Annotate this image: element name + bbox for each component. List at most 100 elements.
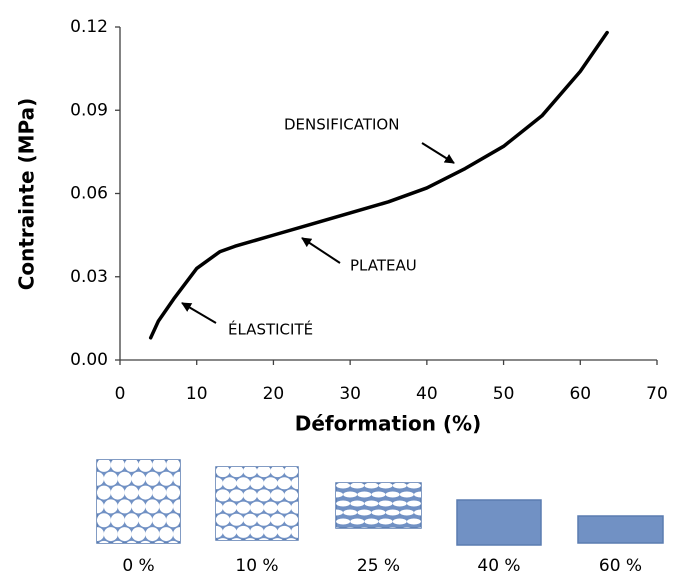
hole (126, 540, 137, 543)
hole (417, 527, 421, 528)
hole (406, 483, 421, 489)
hole (138, 485, 153, 500)
hole (399, 491, 414, 498)
hole (402, 527, 411, 528)
y-axis-label: Contrainte (MPa) (15, 98, 39, 291)
hole (236, 501, 251, 514)
hole (336, 509, 343, 516)
x-tick-label: 0 (115, 384, 126, 404)
hole (322, 519, 336, 525)
hole (406, 500, 421, 507)
hole (263, 501, 278, 514)
hole (236, 525, 251, 538)
hole (97, 499, 104, 514)
annotation: ÉLASTICITÉ (228, 320, 313, 339)
hole (231, 538, 242, 540)
hole (236, 477, 251, 490)
hole (138, 460, 153, 472)
hole (243, 513, 258, 526)
hole (258, 538, 269, 540)
hole (250, 477, 264, 490)
x-tick-label: 50 (493, 384, 515, 404)
hole (110, 485, 125, 500)
hole (229, 489, 244, 502)
hole (166, 513, 180, 528)
hole (216, 525, 223, 538)
hole (140, 540, 151, 543)
hole (103, 499, 118, 514)
hole (97, 460, 111, 472)
hole (256, 467, 271, 478)
hole (243, 489, 258, 502)
hole (168, 540, 179, 543)
hole (229, 513, 244, 526)
hole (187, 472, 201, 486)
hole (97, 513, 111, 528)
annotation: DENSIFICATION (284, 116, 399, 134)
hole (179, 519, 180, 522)
hole (216, 501, 223, 514)
arrow (421, 142, 455, 164)
hole (388, 527, 397, 528)
hole (117, 499, 132, 514)
hole (343, 491, 358, 498)
hole (421, 483, 435, 489)
hole (277, 501, 292, 514)
hole (392, 518, 407, 525)
x-tick-label: 20 (263, 384, 285, 404)
hole (414, 491, 421, 498)
hole (117, 471, 132, 486)
hole (297, 494, 298, 497)
hole (216, 477, 223, 490)
y-tick-label: 0.00 (70, 350, 108, 370)
hole (97, 519, 98, 522)
hole (138, 513, 153, 528)
hole (392, 500, 407, 507)
hole (270, 489, 285, 502)
hole (364, 483, 379, 489)
hole (322, 483, 336, 489)
sample-label: 25 % (357, 556, 400, 576)
line (148, 30, 609, 340)
hole (336, 483, 351, 489)
hole (103, 471, 118, 486)
hole (159, 527, 174, 542)
hole (97, 471, 104, 486)
hole (103, 527, 118, 542)
hole (305, 477, 319, 489)
hole (166, 460, 180, 472)
arrow (301, 237, 341, 264)
hole (243, 467, 258, 478)
hole (297, 469, 298, 473)
hole (250, 501, 264, 514)
hole (229, 467, 244, 478)
hole (97, 463, 98, 466)
hole (131, 527, 146, 542)
holes (322, 483, 435, 528)
hole (297, 518, 298, 522)
hole (180, 541, 194, 555)
hole (378, 483, 393, 489)
hole (216, 494, 217, 497)
hole (131, 471, 146, 486)
hole (284, 513, 298, 526)
hole (173, 527, 180, 542)
y-tick-label: 0.03 (70, 267, 108, 287)
hole (110, 460, 125, 472)
sample-label: 0 % (122, 556, 154, 576)
hole (250, 525, 264, 538)
hole (263, 525, 278, 538)
hole (350, 518, 365, 525)
hole (152, 513, 167, 528)
hole (346, 527, 355, 528)
sample-label: 60 % (599, 556, 642, 576)
hole (159, 471, 174, 486)
hole (216, 489, 230, 502)
hole (117, 527, 132, 542)
hole (270, 513, 285, 526)
hole (97, 491, 98, 494)
sample (335, 482, 422, 529)
annotation: PLATEAU (350, 257, 417, 275)
hole (216, 513, 230, 526)
